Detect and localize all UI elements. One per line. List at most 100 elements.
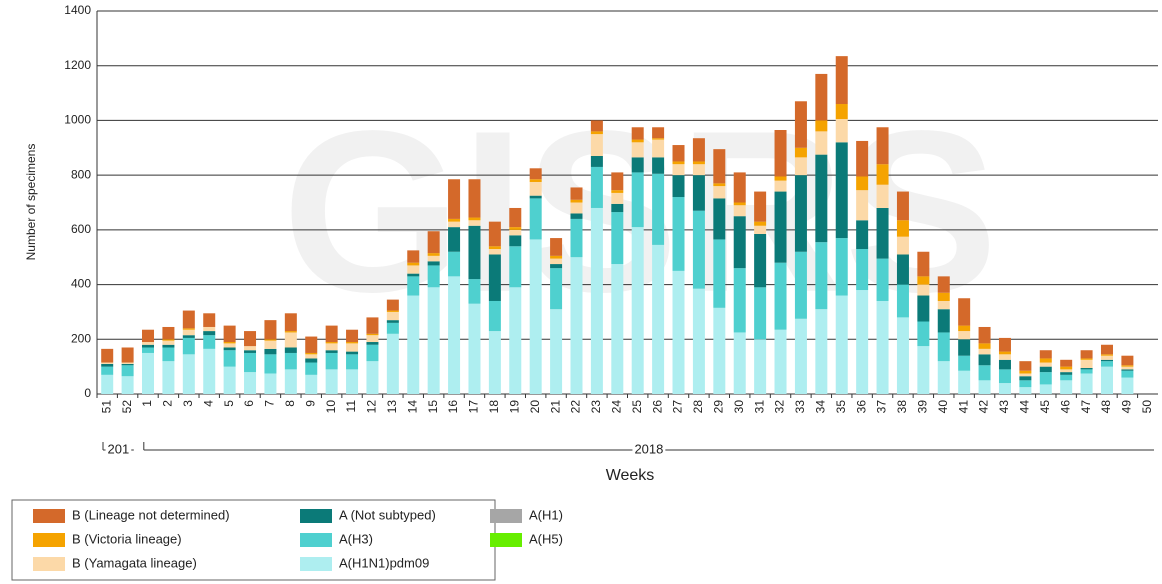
bar-segment [1080,350,1093,359]
x-tick-label: 7 [263,400,277,407]
bar-segment [713,307,726,394]
bar-segment [754,339,767,394]
bar-segment [917,251,930,277]
bar-segment [917,321,930,347]
bar-segment [876,184,889,208]
bar-segment [529,179,542,182]
bar-segment [244,331,257,347]
bar-segment [448,218,461,222]
x-tick-label: 32 [773,400,787,414]
bar-segment [835,104,848,120]
bar-segment [835,56,848,105]
x-tick-label: 43 [997,400,1011,414]
bar-segment [856,290,869,394]
bar-segment [1039,384,1052,394]
bar-segment [631,227,644,394]
bar-segment [733,205,746,217]
bar-segment [876,300,889,394]
bar-segment [611,172,624,191]
bar-segment [305,352,318,355]
x-tick-label: 49 [1120,400,1134,414]
bar-segment [407,250,420,263]
bar-segment [794,318,807,394]
x-tick-label: 40 [936,400,950,414]
bar-segment [1039,372,1052,385]
bar-segment [1019,376,1032,381]
bar-segment [366,317,379,334]
bar-segment [835,142,848,239]
bar-segment [346,343,359,352]
bar-segment [550,255,563,259]
bar-segment [550,238,563,256]
bar-segment [223,342,236,344]
bar-segment [856,190,869,221]
bar-segment [570,199,583,203]
x-tick-label: 8 [283,400,297,407]
bar-segment [733,172,746,203]
bar-segment [896,317,909,394]
bar-segment [692,138,705,162]
bar-segment [672,145,685,162]
bar-segment [1060,372,1073,375]
bar-segment [325,325,338,343]
bar-segment [407,295,420,394]
bar-segment [570,202,583,214]
bar-segment [835,119,848,143]
bar-segment [386,333,399,394]
bar-segment [774,176,787,181]
x-tick-label: 6 [242,400,256,407]
bar-segment [896,254,909,285]
bar-segment [1039,366,1052,373]
bar-segment [998,354,1011,360]
bar-segment [448,276,461,394]
x-tick-label: 3 [181,400,195,407]
bar-segment [815,120,828,132]
legend-label: A(H3) [339,531,373,546]
bar-segment [652,173,665,245]
bar-segment [203,313,216,327]
x-tick-label: 51 [99,400,113,414]
bar-segment [652,244,665,394]
bar-segment [427,231,440,254]
bar-segment [1100,361,1113,367]
bar-segment [1121,365,1134,367]
bar-segment [325,342,338,344]
legend-label: A(H1N1)pdm09 [339,555,429,570]
bar-segment [203,326,216,332]
bar-segment [182,310,195,329]
bar-segment [754,225,767,234]
x-tick-label: 37 [875,400,889,414]
bar-segment [815,309,828,394]
x-tick-label: 4 [201,400,215,407]
bar-segment [1019,373,1032,377]
bar-segment [876,127,889,165]
bar-segment [958,298,971,326]
bar-segment [488,246,501,250]
bar-segment [652,139,665,158]
bar-segment [937,361,950,394]
legend-swatch [490,533,522,547]
bar-segment [1100,354,1113,356]
x-tick-label: 18 [487,400,501,414]
bar-segment [978,348,991,355]
bar-segment [958,325,971,332]
bar-segment [366,344,379,362]
x-tick-label: 15 [426,400,440,414]
x-tick-label: 47 [1079,400,1093,414]
bar-segment [896,284,909,318]
x-tick-label: 11 [344,400,358,413]
bar-segment [1019,370,1032,374]
bar-segment [998,351,1011,355]
x-tick-label: 44 [1018,400,1032,414]
bar-segment [223,366,236,394]
bar-segment [448,179,461,219]
x-tick-label: 13 [385,400,399,414]
bar-segment [101,348,114,363]
bar-segment [386,322,399,334]
bar-segment [346,329,359,343]
bar-segment [1019,387,1032,394]
legend-label: A(H1) [529,507,563,522]
bar-segment [223,343,236,348]
bar-segment [754,191,767,222]
